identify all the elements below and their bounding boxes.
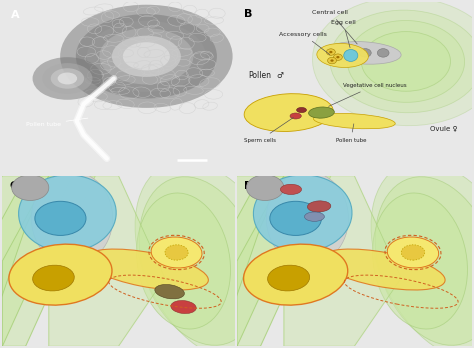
Ellipse shape <box>35 201 86 235</box>
Text: Vegetative cell nucleus: Vegetative cell nucleus <box>328 83 406 106</box>
Ellipse shape <box>51 68 84 89</box>
Ellipse shape <box>320 249 445 290</box>
Ellipse shape <box>317 44 368 68</box>
Polygon shape <box>284 176 401 346</box>
Text: Sperm cells: Sperm cells <box>244 118 293 143</box>
Text: ♂: ♂ <box>277 71 284 80</box>
Ellipse shape <box>375 177 474 345</box>
Ellipse shape <box>347 21 465 102</box>
Ellipse shape <box>304 212 324 221</box>
Ellipse shape <box>254 175 352 252</box>
Ellipse shape <box>401 245 425 260</box>
Ellipse shape <box>18 175 116 252</box>
Text: D: D <box>244 181 253 191</box>
Ellipse shape <box>151 237 202 268</box>
Ellipse shape <box>361 32 450 91</box>
Polygon shape <box>49 176 165 346</box>
Ellipse shape <box>155 285 184 299</box>
Ellipse shape <box>327 49 335 55</box>
Ellipse shape <box>9 244 112 305</box>
Ellipse shape <box>344 49 358 62</box>
Ellipse shape <box>76 14 217 98</box>
Ellipse shape <box>112 36 181 77</box>
Ellipse shape <box>244 244 348 305</box>
Text: C: C <box>9 181 18 191</box>
Ellipse shape <box>329 51 332 53</box>
Polygon shape <box>2 176 95 346</box>
Ellipse shape <box>244 94 333 132</box>
Text: A: A <box>10 10 19 20</box>
Ellipse shape <box>33 265 74 291</box>
Ellipse shape <box>268 265 310 291</box>
Ellipse shape <box>373 193 467 329</box>
Ellipse shape <box>290 113 301 119</box>
Ellipse shape <box>309 107 334 118</box>
Ellipse shape <box>87 21 206 92</box>
Ellipse shape <box>266 172 348 265</box>
Ellipse shape <box>12 175 49 200</box>
Ellipse shape <box>328 57 337 64</box>
Polygon shape <box>0 176 72 346</box>
Polygon shape <box>0 176 49 346</box>
Text: Pollen tube: Pollen tube <box>336 124 366 143</box>
Ellipse shape <box>123 42 170 70</box>
Polygon shape <box>237 176 331 346</box>
Ellipse shape <box>33 57 102 100</box>
Ellipse shape <box>135 161 288 348</box>
Ellipse shape <box>246 175 284 200</box>
Ellipse shape <box>371 161 474 348</box>
Text: Pollen tube: Pollen tube <box>26 118 88 127</box>
Ellipse shape <box>377 49 389 57</box>
Text: Egg cell: Egg cell <box>331 20 356 48</box>
Ellipse shape <box>336 56 339 58</box>
Ellipse shape <box>137 193 230 329</box>
Ellipse shape <box>165 245 188 260</box>
Ellipse shape <box>281 184 301 195</box>
Ellipse shape <box>60 5 233 108</box>
Ellipse shape <box>270 201 321 235</box>
Polygon shape <box>213 176 307 346</box>
Ellipse shape <box>171 301 196 314</box>
Ellipse shape <box>308 201 331 212</box>
Text: Ovule ♀: Ovule ♀ <box>429 125 457 130</box>
Ellipse shape <box>297 108 307 112</box>
Ellipse shape <box>42 63 92 94</box>
Ellipse shape <box>58 72 77 85</box>
Polygon shape <box>190 176 284 346</box>
Ellipse shape <box>330 60 334 62</box>
Ellipse shape <box>359 49 371 57</box>
Ellipse shape <box>313 113 395 129</box>
Text: Pollen: Pollen <box>249 71 272 80</box>
Text: Central cell: Central cell <box>312 10 357 44</box>
Ellipse shape <box>31 172 113 265</box>
Ellipse shape <box>312 0 474 126</box>
Ellipse shape <box>326 42 401 64</box>
Text: B: B <box>244 9 253 18</box>
Ellipse shape <box>139 177 260 345</box>
Ellipse shape <box>330 10 474 113</box>
Ellipse shape <box>333 54 342 61</box>
Ellipse shape <box>387 237 438 268</box>
Text: Accessory cells: Accessory cells <box>279 32 330 55</box>
Ellipse shape <box>100 28 193 85</box>
Ellipse shape <box>84 249 209 290</box>
